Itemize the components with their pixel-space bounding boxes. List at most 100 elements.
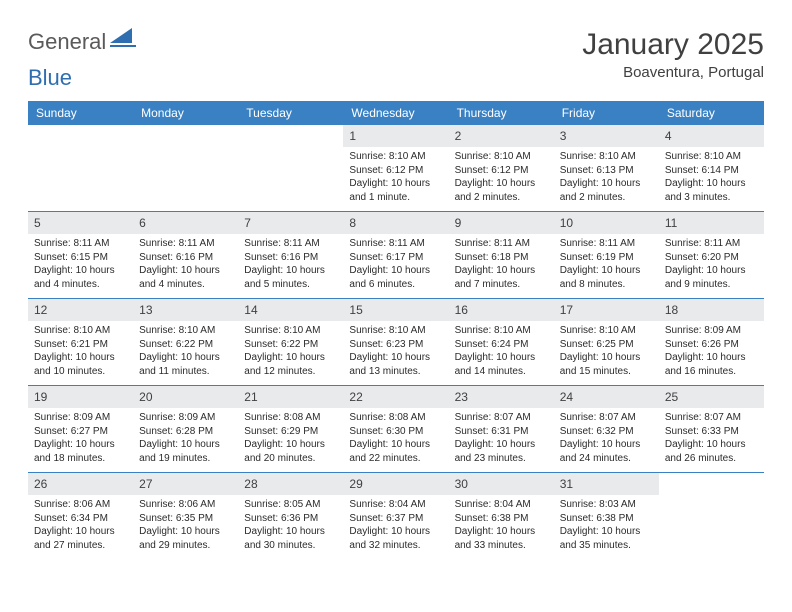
daylight-text: Daylight: 10 hours and 23 minutes. (455, 438, 548, 465)
week-row: 12Sunrise: 8:10 AMSunset: 6:21 PMDayligh… (28, 299, 764, 386)
daylight-text: Daylight: 10 hours and 12 minutes. (244, 351, 337, 378)
sunset-text: Sunset: 6:19 PM (560, 251, 653, 265)
day-cell: 14Sunrise: 8:10 AMSunset: 6:22 PMDayligh… (238, 299, 343, 385)
day-number: 1 (343, 125, 448, 147)
day-cell: 5Sunrise: 8:11 AMSunset: 6:15 PMDaylight… (28, 212, 133, 298)
sunrise-text: Sunrise: 8:09 AM (139, 411, 232, 425)
day-number: 22 (343, 386, 448, 408)
daylight-text: Daylight: 10 hours and 11 minutes. (139, 351, 232, 378)
sunset-text: Sunset: 6:25 PM (560, 338, 653, 352)
daylight-text: Daylight: 10 hours and 35 minutes. (560, 525, 653, 552)
daylight-text: Daylight: 10 hours and 1 minute. (349, 177, 442, 204)
sunrise-text: Sunrise: 8:11 AM (560, 237, 653, 251)
day-cell: 31Sunrise: 8:03 AMSunset: 6:38 PMDayligh… (554, 473, 659, 559)
daylight-text: Daylight: 10 hours and 32 minutes. (349, 525, 442, 552)
day-cell: 7Sunrise: 8:11 AMSunset: 6:16 PMDaylight… (238, 212, 343, 298)
day-cell: 18Sunrise: 8:09 AMSunset: 6:26 PMDayligh… (659, 299, 764, 385)
sunrise-text: Sunrise: 8:10 AM (455, 324, 548, 338)
daylight-text: Daylight: 10 hours and 8 minutes. (560, 264, 653, 291)
sunset-text: Sunset: 6:26 PM (665, 338, 758, 352)
sunrise-text: Sunrise: 8:10 AM (349, 150, 442, 164)
weekday-header: SundayMondayTuesdayWednesdayThursdayFrid… (28, 101, 764, 125)
sunset-text: Sunset: 6:22 PM (244, 338, 337, 352)
daylight-text: Daylight: 10 hours and 5 minutes. (244, 264, 337, 291)
day-cell: 26Sunrise: 8:06 AMSunset: 6:34 PMDayligh… (28, 473, 133, 559)
day-number: 11 (659, 212, 764, 234)
day-cell: 30Sunrise: 8:04 AMSunset: 6:38 PMDayligh… (449, 473, 554, 559)
day-cell: 15Sunrise: 8:10 AMSunset: 6:23 PMDayligh… (343, 299, 448, 385)
day-number: 28 (238, 473, 343, 495)
weekday-label: Thursday (449, 101, 554, 125)
weekday-label: Sunday (28, 101, 133, 125)
daylight-text: Daylight: 10 hours and 16 minutes. (665, 351, 758, 378)
calendar-page: General January 2025 Boaventura, Portuga… (0, 0, 792, 559)
day-cell: 10Sunrise: 8:11 AMSunset: 6:19 PMDayligh… (554, 212, 659, 298)
day-cell (28, 125, 133, 211)
day-cell: 11Sunrise: 8:11 AMSunset: 6:20 PMDayligh… (659, 212, 764, 298)
day-number: 5 (28, 212, 133, 234)
day-number: 19 (28, 386, 133, 408)
sunrise-text: Sunrise: 8:08 AM (349, 411, 442, 425)
sunset-text: Sunset: 6:28 PM (139, 425, 232, 439)
sunset-text: Sunset: 6:27 PM (34, 425, 127, 439)
month-title: January 2025 (582, 28, 764, 62)
sunrise-text: Sunrise: 8:06 AM (34, 498, 127, 512)
logo: General (28, 28, 138, 56)
sunset-text: Sunset: 6:16 PM (244, 251, 337, 265)
sunrise-text: Sunrise: 8:06 AM (139, 498, 232, 512)
day-cell: 12Sunrise: 8:10 AMSunset: 6:21 PMDayligh… (28, 299, 133, 385)
weekday-label: Monday (133, 101, 238, 125)
logo-text-1: General (28, 29, 106, 55)
weekday-label: Friday (554, 101, 659, 125)
day-number: 6 (133, 212, 238, 234)
day-cell: 19Sunrise: 8:09 AMSunset: 6:27 PMDayligh… (28, 386, 133, 472)
day-cell: 24Sunrise: 8:07 AMSunset: 6:32 PMDayligh… (554, 386, 659, 472)
sunrise-text: Sunrise: 8:11 AM (244, 237, 337, 251)
location-label: Boaventura, Portugal (582, 64, 764, 81)
week-row: 1 Sunrise: 8:10 AM Sunset: 6:12 PM Daylight… (28, 125, 764, 212)
sunrise-text: Sunrise: 8:10 AM (560, 324, 653, 338)
day-number: 30 (449, 473, 554, 495)
sunset-text: Sunset: 6:23 PM (349, 338, 442, 352)
day-number: 16 (449, 299, 554, 321)
sunrise-text: Sunrise: 8:11 AM (34, 237, 127, 251)
day-cell: 21Sunrise: 8:08 AMSunset: 6:29 PMDayligh… (238, 386, 343, 472)
day-cell: 20Sunrise: 8:09 AMSunset: 6:28 PMDayligh… (133, 386, 238, 472)
sunrise-text: Sunrise: 8:09 AM (34, 411, 127, 425)
weekday-label: Tuesday (238, 101, 343, 125)
sunset-text: Sunset: 6:14 PM (665, 164, 758, 178)
sunset-text: Sunset: 6:32 PM (560, 425, 653, 439)
sunset-text: Sunset: 6:24 PM (455, 338, 548, 352)
daylight-text: Daylight: 10 hours and 3 minutes. (665, 177, 758, 204)
sunrise-text: Sunrise: 8:09 AM (665, 324, 758, 338)
sunrise-text: Sunrise: 8:04 AM (455, 498, 548, 512)
day-number: 31 (554, 473, 659, 495)
day-cell: 27Sunrise: 8:06 AMSunset: 6:35 PMDayligh… (133, 473, 238, 559)
day-cell: 28Sunrise: 8:05 AMSunset: 6:36 PMDayligh… (238, 473, 343, 559)
sunrise-text: Sunrise: 8:10 AM (34, 324, 127, 338)
week-row: 5Sunrise: 8:11 AMSunset: 6:15 PMDaylight… (28, 212, 764, 299)
day-number: 12 (28, 299, 133, 321)
week-row: 26Sunrise: 8:06 AMSunset: 6:34 PMDayligh… (28, 473, 764, 559)
sunset-text: Sunset: 6:12 PM (455, 164, 548, 178)
day-cell (133, 125, 238, 211)
daylight-text: Daylight: 10 hours and 33 minutes. (455, 525, 548, 552)
daylight-text: Daylight: 10 hours and 2 minutes. (560, 177, 653, 204)
title-block: January 2025 Boaventura, Portugal (582, 28, 764, 81)
week-row: 19Sunrise: 8:09 AMSunset: 6:27 PMDayligh… (28, 386, 764, 473)
daylight-text: Daylight: 10 hours and 19 minutes. (139, 438, 232, 465)
sunset-text: Sunset: 6:34 PM (34, 512, 127, 526)
day-number: 25 (659, 386, 764, 408)
day-number: 26 (28, 473, 133, 495)
daylight-text: Daylight: 10 hours and 29 minutes. (139, 525, 232, 552)
daylight-text: Daylight: 10 hours and 4 minutes. (139, 264, 232, 291)
daylight-text: Daylight: 10 hours and 30 minutes. (244, 525, 337, 552)
day-number: 27 (133, 473, 238, 495)
daylight-text: Daylight: 10 hours and 14 minutes. (455, 351, 548, 378)
day-number: 17 (554, 299, 659, 321)
sunset-text: Sunset: 6:30 PM (349, 425, 442, 439)
sunrise-text: Sunrise: 8:07 AM (665, 411, 758, 425)
sunset-text: Sunset: 6:15 PM (34, 251, 127, 265)
daylight-text: Daylight: 10 hours and 26 minutes. (665, 438, 758, 465)
sunrise-text: Sunrise: 8:08 AM (244, 411, 337, 425)
